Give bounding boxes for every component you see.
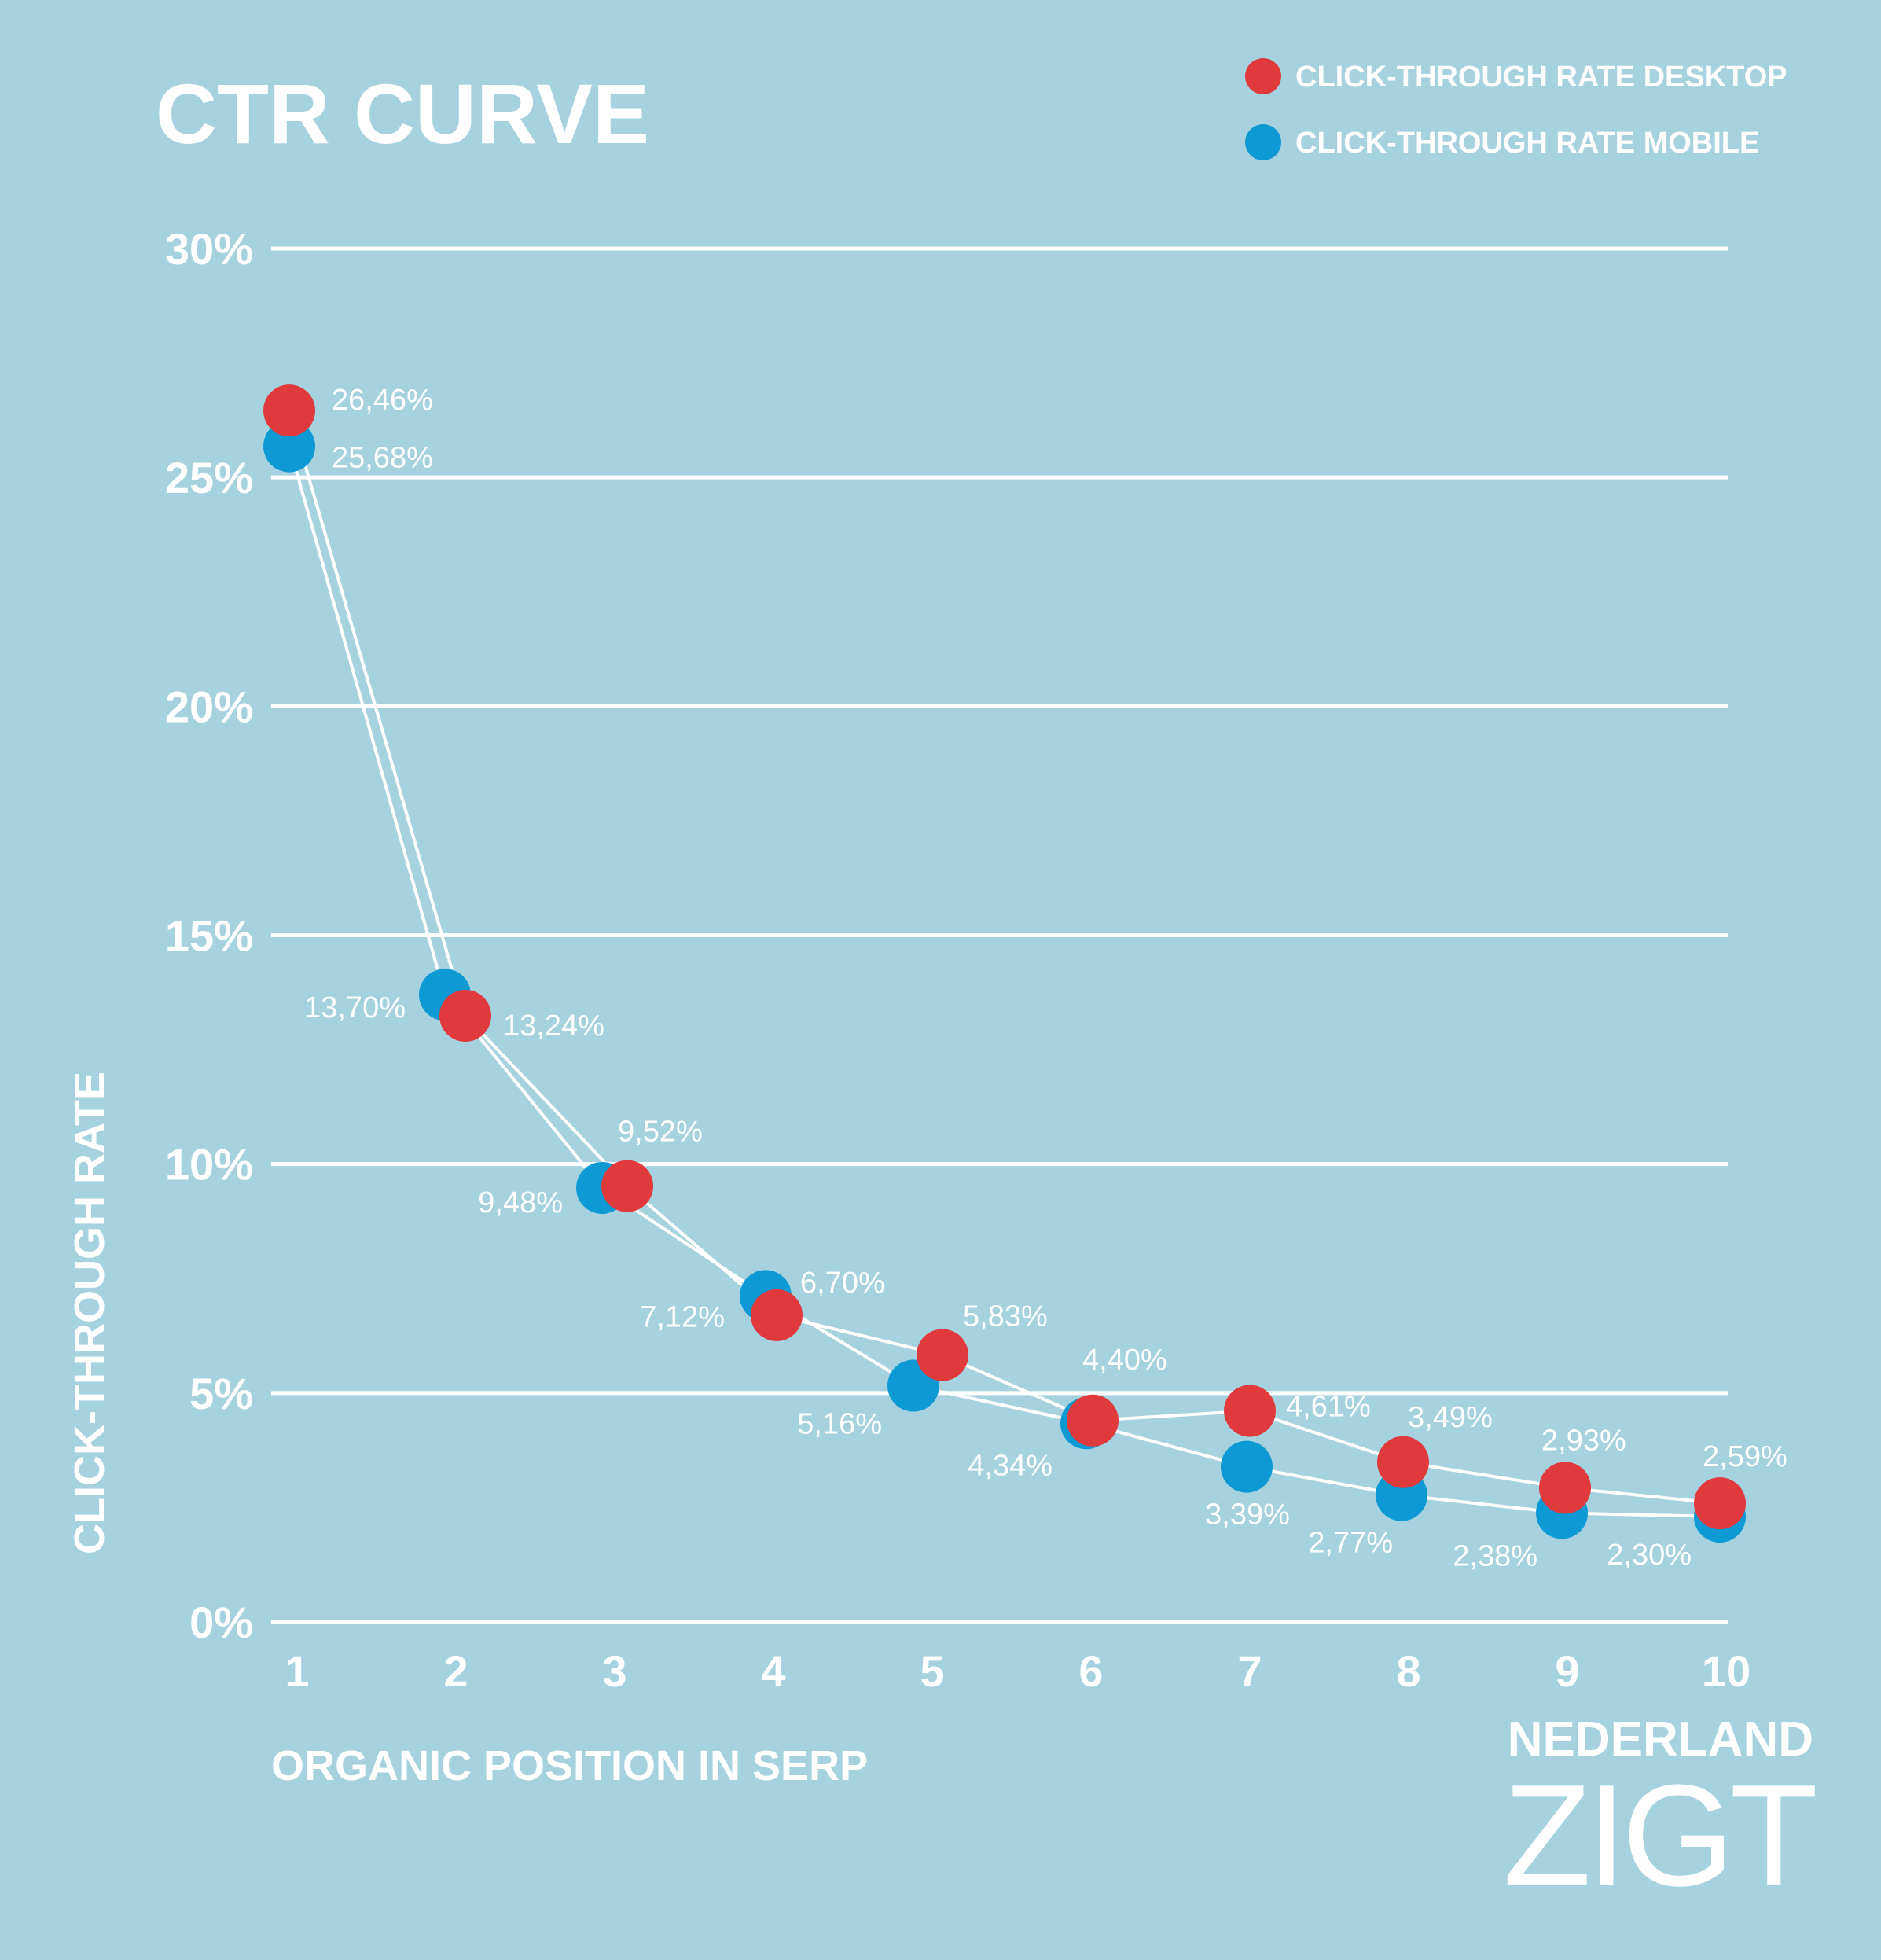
desktop-point	[1377, 1436, 1429, 1488]
x-tick-label: 5	[920, 1646, 944, 1696]
y-axis-ticks: 0% 5% 10% 15% 20% 25% 30%	[165, 224, 253, 1647]
data-labels: 26,46% 13,24% 9,52% 6,70% 5,83% 4,40% 4,61% 3,4…	[304, 384, 1787, 1572]
mobile-data-label: 4,34%	[968, 1449, 1053, 1482]
desktop-line	[288, 410, 1721, 1506]
mobile-data-label: 13,70%	[304, 991, 406, 1024]
chart-title: CTR CURVE	[156, 66, 649, 161]
series-lines	[288, 410, 1721, 1519]
legend-desktop-marker	[1245, 58, 1281, 94]
desktop-data-label: 5,83%	[963, 1300, 1048, 1333]
mobile-line	[288, 446, 1721, 1519]
y-tick-label: 15%	[165, 911, 253, 961]
desktop-point	[1224, 1385, 1276, 1437]
gridlines	[271, 246, 1728, 1624]
legend: CLICK-THROUGH RATE DESKTOP CLICK-THROUGH…	[1245, 58, 1787, 160]
desktop-data-label: 4,61%	[1286, 1391, 1371, 1424]
desktop-point	[751, 1289, 803, 1341]
mobile-data-label: 2,38%	[1453, 1539, 1537, 1572]
desktop-point	[1694, 1477, 1746, 1530]
legend-mobile-label: CLICK-THROUGH RATE MOBILE	[1295, 127, 1759, 160]
desktop-point	[917, 1329, 968, 1381]
x-tick-label: 1	[285, 1646, 309, 1696]
x-tick-label: 2	[443, 1646, 468, 1696]
desktop-point	[1067, 1394, 1119, 1447]
mobile-data-label: 7,12%	[640, 1300, 725, 1333]
mobile-point	[263, 420, 315, 473]
y-tick-label: 5%	[189, 1369, 253, 1418]
mobile-data-label: 2,30%	[1607, 1539, 1692, 1572]
brand-nederland: NEDERLAND	[1508, 1712, 1813, 1767]
y-axis-label: CLICK-THROUGH RATE	[66, 1072, 113, 1554]
mobile-point	[1221, 1440, 1273, 1493]
desktop-point	[263, 384, 315, 437]
desktop-data-label: 13,24%	[503, 1009, 604, 1043]
desktop-data-label: 3,49%	[1408, 1401, 1493, 1434]
mobile-data-label: 9,48%	[478, 1186, 563, 1219]
mobile-data-label: 2,77%	[1308, 1527, 1393, 1560]
x-tick-label: 3	[602, 1646, 626, 1696]
legend-mobile-marker	[1245, 124, 1281, 160]
x-tick-label: 8	[1396, 1646, 1420, 1696]
x-tick-label: 9	[1555, 1646, 1579, 1696]
x-axis-label: ORGANIC POSITION IN SERP	[271, 1742, 868, 1789]
x-tick-label: 7	[1237, 1646, 1262, 1696]
desktop-data-label: 4,40%	[1082, 1344, 1167, 1377]
y-tick-label: 0%	[189, 1598, 253, 1647]
legend-desktop-label: CLICK-THROUGH RATE DESKTOP	[1295, 61, 1787, 94]
mobile-data-label: 5,16%	[797, 1408, 882, 1441]
desktop-point	[1539, 1462, 1591, 1514]
mobile-data-label: 3,39%	[1205, 1498, 1290, 1532]
y-tick-label: 25%	[165, 453, 253, 502]
y-tick-label: 20%	[165, 682, 253, 731]
x-tick-label: 6	[1078, 1646, 1103, 1696]
mobile-data-label: 25,68%	[332, 442, 433, 475]
desktop-data-label: 26,46%	[332, 384, 433, 417]
y-tick-label: 30%	[165, 224, 253, 274]
desktop-data-label: 9,52%	[618, 1116, 703, 1149]
desktop-data-label: 6,70%	[800, 1267, 885, 1300]
desktop-data-label: 2,59%	[1703, 1440, 1787, 1473]
y-tick-label: 10%	[165, 1140, 253, 1190]
x-axis-ticks: 1 2 3 4 5 6 7 8 9 10	[285, 1646, 1751, 1696]
x-tick-label: 4	[761, 1646, 785, 1696]
desktop-point	[601, 1160, 653, 1212]
brand-zigt: ZIGT	[1503, 1754, 1816, 1916]
desktop-data-label: 2,93%	[1541, 1424, 1626, 1457]
desktop-point	[439, 989, 491, 1042]
x-tick-label: 10	[1702, 1646, 1751, 1696]
series-points	[263, 384, 1746, 1543]
